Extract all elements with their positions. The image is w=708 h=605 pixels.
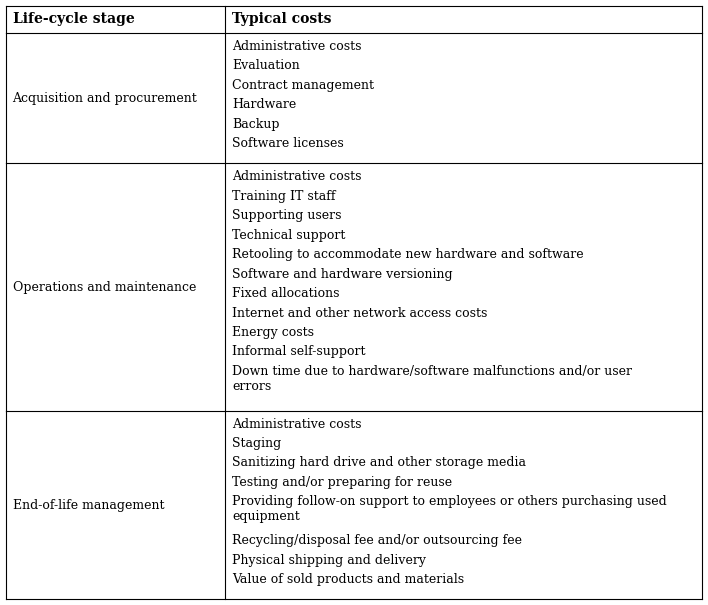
Text: Staging: Staging [232,437,281,450]
Text: Hardware: Hardware [232,98,296,111]
Text: Contract management: Contract management [232,79,374,92]
Text: Software and hardware versioning: Software and hardware versioning [232,267,452,281]
Text: Providing follow-on support to employees or others purchasing used
equipment: Providing follow-on support to employees… [232,495,667,523]
Text: Energy costs: Energy costs [232,326,314,339]
Text: Retooling to accommodate new hardware and software: Retooling to accommodate new hardware an… [232,248,583,261]
Text: Administrative costs: Administrative costs [232,417,362,431]
Text: Internet and other network access costs: Internet and other network access costs [232,307,487,319]
Text: Informal self-support: Informal self-support [232,345,365,358]
Text: Life-cycle stage: Life-cycle stage [13,12,135,26]
Text: Sanitizing hard drive and other storage media: Sanitizing hard drive and other storage … [232,456,526,469]
Text: Training IT staff: Training IT staff [232,190,336,203]
Text: Administrative costs: Administrative costs [232,40,362,53]
Text: Physical shipping and delivery: Physical shipping and delivery [232,554,426,567]
Text: Evaluation: Evaluation [232,59,299,73]
Text: Recycling/disposal fee and/or outsourcing fee: Recycling/disposal fee and/or outsourcin… [232,534,522,547]
Text: Supporting users: Supporting users [232,209,341,222]
Text: Down time due to hardware/software malfunctions and/or user
errors: Down time due to hardware/software malfu… [232,365,632,393]
Text: Fixed allocations: Fixed allocations [232,287,340,300]
Text: Technical support: Technical support [232,229,346,241]
Text: Software licenses: Software licenses [232,137,344,150]
Text: End-of-life management: End-of-life management [13,499,164,512]
Text: Value of sold products and materials: Value of sold products and materials [232,573,464,586]
Text: Backup: Backup [232,118,280,131]
Text: Acquisition and procurement: Acquisition and procurement [13,92,198,105]
Text: Operations and maintenance: Operations and maintenance [13,281,196,293]
Text: Testing and/or preparing for reuse: Testing and/or preparing for reuse [232,476,452,489]
Text: Typical costs: Typical costs [232,12,331,26]
Text: Administrative costs: Administrative costs [232,171,362,183]
